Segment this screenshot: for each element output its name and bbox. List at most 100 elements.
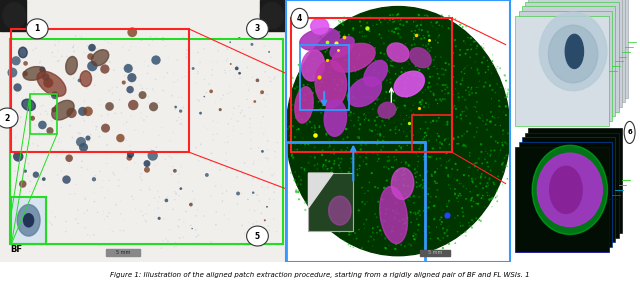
Point [444, 14, 454, 18]
Point [401, 89, 412, 93]
Point [425, 74, 435, 79]
Point [321, 63, 331, 68]
Point [445, 157, 455, 162]
Point [353, 42, 364, 46]
Point [393, 91, 403, 95]
Point [357, 246, 367, 250]
Point [372, 22, 382, 27]
Point [344, 60, 354, 65]
Point [417, 16, 427, 21]
Point [479, 46, 489, 50]
Point [499, 110, 509, 114]
Point [296, 142, 306, 146]
Point [65, 123, 75, 128]
Point [459, 109, 469, 113]
Point [335, 172, 345, 176]
Point [303, 160, 314, 165]
Point [434, 23, 444, 28]
Point [440, 61, 451, 65]
Point [396, 160, 406, 164]
Point [456, 224, 466, 228]
Point [81, 83, 92, 88]
Point [290, 86, 300, 91]
Point [28, 116, 38, 120]
Point [244, 208, 255, 212]
Point [467, 91, 477, 95]
Point [438, 72, 449, 77]
Point [372, 132, 383, 136]
Point [125, 152, 136, 157]
Point [484, 84, 495, 89]
Point [421, 233, 431, 237]
Point [314, 100, 324, 104]
Point [109, 172, 120, 177]
Point [423, 205, 433, 210]
Point [326, 166, 337, 170]
Point [330, 161, 340, 166]
Point [500, 87, 511, 91]
Point [473, 202, 483, 206]
Point [365, 14, 375, 18]
Point [298, 83, 308, 87]
Point [386, 63, 396, 68]
Point [321, 115, 331, 119]
Point [126, 44, 136, 49]
Point [398, 217, 408, 221]
Point [495, 123, 506, 128]
Point [47, 119, 57, 123]
Point [287, 74, 297, 78]
Point [380, 104, 390, 108]
Point [184, 50, 195, 54]
Point [376, 148, 386, 153]
Point [357, 200, 367, 204]
Point [38, 103, 48, 108]
Point [355, 122, 365, 127]
Point [425, 200, 435, 204]
Point [149, 208, 159, 212]
Point [234, 243, 244, 247]
Point [335, 77, 346, 82]
Bar [518, 142, 612, 247]
Point [458, 184, 468, 189]
Point [305, 120, 315, 124]
Point [480, 175, 490, 180]
Point [351, 78, 362, 82]
Point [335, 45, 345, 50]
Point [300, 208, 310, 212]
Point [188, 189, 198, 193]
Point [248, 162, 259, 166]
Point [399, 192, 410, 196]
Point [348, 95, 358, 99]
Point [358, 159, 369, 164]
Point [376, 81, 387, 85]
Point [196, 142, 206, 147]
Point [377, 65, 387, 69]
Bar [106, 249, 140, 256]
Point [307, 90, 317, 94]
Point [442, 151, 452, 156]
Point [484, 193, 494, 197]
Bar [515, 147, 609, 252]
Point [294, 63, 304, 67]
Point [479, 55, 489, 60]
Point [292, 183, 302, 187]
Point [174, 172, 184, 176]
Ellipse shape [311, 18, 329, 34]
Point [432, 67, 442, 71]
Point [451, 187, 461, 191]
Point [314, 74, 324, 79]
Point [65, 192, 76, 197]
Point [164, 228, 175, 232]
Point [51, 153, 61, 158]
Point [337, 141, 348, 146]
Point [500, 104, 511, 109]
Point [454, 98, 464, 103]
Point [490, 195, 500, 200]
Point [334, 65, 344, 70]
Point [205, 43, 216, 47]
Text: FL: FL [481, 245, 492, 254]
Point [50, 43, 60, 47]
Point [442, 150, 452, 155]
Point [100, 58, 110, 62]
Point [227, 117, 237, 121]
